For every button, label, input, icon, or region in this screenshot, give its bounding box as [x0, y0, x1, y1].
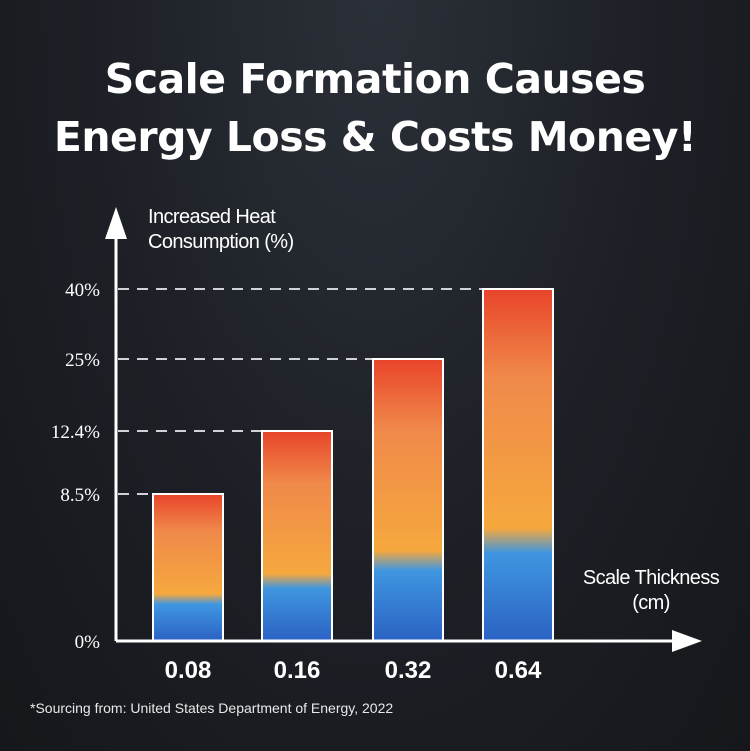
source-footnote: *Sourcing from: United States Department… [30, 700, 394, 716]
x-axis-label-line-2: (cm) [632, 592, 670, 614]
x-axis-label-line-1: Scale Thickness [582, 567, 720, 589]
x-tick-label-0.64: 0.64 [495, 657, 542, 684]
x-tick-labels: 0.08 0.16 0.32 0.64 [165, 657, 542, 684]
x-tick-label-0.08: 0.08 [165, 657, 212, 684]
bar-0.32 [372, 358, 444, 642]
x-tick-label-0.16: 0.16 [274, 657, 321, 684]
x-axis-arrow [672, 630, 702, 652]
x-axis-label: Scale Thickness (cm) [560, 566, 742, 616]
y-tick-label: 0% [75, 632, 101, 653]
y-axis-label-line-1: Increased Heat [148, 206, 276, 228]
x-tick-label-0.32: 0.32 [385, 657, 432, 684]
chart-title-line-1: Scale Formation Causes [104, 55, 646, 103]
y-axis-label: Increased Heat Consumption (%) [148, 205, 294, 255]
y-axis-label-line-2: Consumption (%) [148, 231, 294, 253]
y-tick-labels: 0% 8.5% 12.4% 25% 40% [51, 280, 100, 653]
bar-0.08 [152, 493, 224, 642]
guide-lines [118, 288, 483, 495]
y-tick-label: 25% [65, 350, 100, 371]
y-axis-arrow [105, 207, 127, 239]
bar-0.16 [261, 430, 333, 642]
chart-title-line-2: Energy Loss & Costs Money! [53, 113, 697, 161]
bar-0.64 [482, 288, 554, 642]
axes [105, 207, 702, 652]
y-tick-label: 8.5% [60, 485, 100, 506]
y-tick-label: 12.4% [51, 422, 100, 443]
y-tick-label: 40% [65, 280, 100, 301]
bars [152, 288, 554, 642]
